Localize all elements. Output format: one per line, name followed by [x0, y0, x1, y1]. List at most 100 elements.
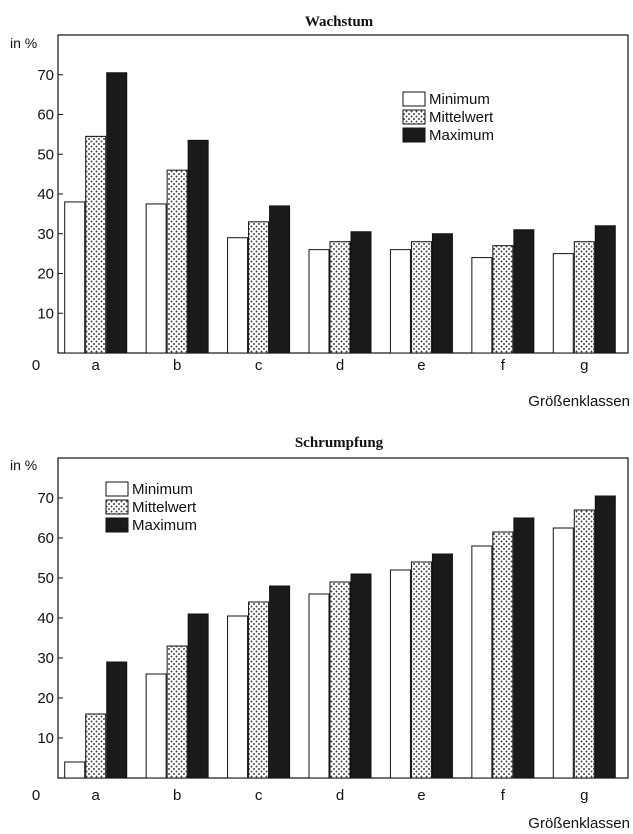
x-tick-label: g	[580, 357, 588, 374]
chart-wachstum: Wachstum in % 0 Größenklassen 10 20 30 40 50…	[10, 14, 630, 410]
x-tick-label: b	[173, 787, 181, 804]
bar-mittelwert-g	[573, 241, 595, 354]
y-tick-label: 60	[37, 107, 54, 124]
bar-maximum-c	[269, 585, 291, 779]
chart-schrumpfung: Schrumpfung in % 0 Größenklassen 10 20 30 4…	[10, 435, 630, 832]
y-tick-label: 30	[37, 226, 54, 243]
bar-mittelwert-e	[410, 561, 432, 779]
bar-mittelwert-c	[248, 221, 270, 354]
legend-label: Maximum	[429, 127, 494, 144]
x-tick-label: b	[173, 357, 181, 374]
bars	[64, 495, 616, 779]
y-tick-label: 10	[37, 730, 54, 747]
bar-minimum-d	[308, 249, 330, 354]
legend-swatch-maximum	[105, 517, 129, 533]
x-tick-label: d	[336, 357, 344, 374]
y-ticks: 10 20 30 40 50 60 70	[37, 67, 63, 322]
bar-maximum-a	[106, 72, 128, 354]
bar-minimum-e	[389, 249, 411, 354]
bars	[64, 72, 616, 354]
bar-minimum-b	[145, 673, 167, 779]
legend-swatch-maximum	[402, 127, 426, 143]
legend-label: Maximum	[132, 517, 197, 534]
y-tick-label: 20	[37, 266, 54, 283]
bar-minimum-d	[308, 593, 330, 779]
x-tick-label: c	[255, 357, 263, 374]
bar-minimum-f	[471, 257, 493, 354]
bar-minimum-g	[552, 527, 574, 779]
chart-title: Wachstum	[305, 14, 374, 30]
y-tick-label: 60	[37, 530, 54, 547]
x-tick-label: a	[92, 787, 101, 804]
y-axis-label: in %	[10, 35, 37, 51]
bar-minimum-c	[227, 237, 249, 354]
y-tick-label: 30	[37, 650, 54, 667]
x-axis-label: Größenklassen	[528, 393, 630, 410]
bar-maximum-e	[431, 233, 453, 354]
bar-mittelwert-d	[329, 241, 351, 354]
legend-label: Mittelwert	[429, 109, 494, 126]
bar-mittelwert-e	[410, 241, 432, 354]
y-tick-label: 10	[37, 305, 54, 322]
bar-mittelwert-g	[573, 509, 595, 779]
bar-minimum-a	[64, 201, 86, 354]
origin-label: 0	[32, 357, 40, 374]
bar-mittelwert-b	[166, 169, 188, 354]
legend-label: Mittelwert	[132, 499, 197, 516]
x-tick-label: e	[417, 357, 425, 374]
bar-minimum-a	[64, 761, 86, 779]
bar-maximum-b	[187, 613, 209, 779]
x-tick-label: f	[501, 787, 506, 804]
bar-maximum-d	[350, 573, 372, 779]
bar-mittelwert-c	[248, 601, 270, 779]
x-tick-label: f	[501, 357, 506, 374]
x-axis-label: Größenklassen	[528, 815, 630, 832]
bar-maximum-e	[431, 553, 453, 779]
bar-mittelwert-b	[166, 645, 188, 779]
bar-mittelwert-a	[85, 135, 107, 354]
bar-maximum-c	[269, 205, 291, 354]
bar-minimum-g	[552, 253, 574, 354]
y-axis-label: in %	[10, 457, 37, 473]
legend-swatch-minimum	[402, 91, 426, 107]
bar-minimum-b	[145, 203, 167, 354]
y-tick-label: 40	[37, 610, 54, 627]
bar-maximum-d	[350, 231, 372, 354]
legend-label: Minimum	[132, 481, 193, 498]
legend-swatch-mittelwert	[105, 499, 129, 515]
legend-swatch-minimum	[105, 481, 129, 497]
bar-minimum-c	[227, 615, 249, 779]
bar-maximum-g	[594, 225, 616, 354]
x-tick-label: e	[417, 787, 425, 804]
y-ticks: 10 20 30 40 50 60 70	[37, 490, 63, 747]
origin-label: 0	[32, 787, 40, 804]
x-tick-label: g	[580, 787, 588, 804]
bar-maximum-g	[594, 495, 616, 779]
legend-swatch-mittelwert	[402, 109, 426, 125]
bar-mittelwert-d	[329, 581, 351, 779]
y-tick-label: 50	[37, 570, 54, 587]
x-tick-label: a	[92, 357, 101, 374]
x-tick-label: c	[255, 787, 263, 804]
bar-minimum-e	[389, 569, 411, 779]
bar-maximum-a	[106, 661, 128, 779]
y-tick-label: 20	[37, 690, 54, 707]
bar-mittelwert-f	[492, 531, 514, 779]
bar-maximum-b	[187, 139, 209, 354]
x-ticks: a b c d e f g	[92, 357, 589, 374]
bar-minimum-f	[471, 545, 493, 779]
x-tick-label: d	[336, 787, 344, 804]
legend-label: Minimum	[429, 91, 490, 108]
x-ticks: a b c d e f g	[92, 787, 589, 804]
bar-mittelwert-f	[492, 245, 514, 354]
y-tick-label: 70	[37, 490, 54, 507]
y-tick-label: 70	[37, 67, 54, 84]
bar-maximum-f	[513, 229, 535, 354]
y-tick-label: 40	[37, 186, 54, 203]
y-tick-label: 50	[37, 146, 54, 163]
chart-title: Schrumpfung	[295, 435, 384, 451]
bar-maximum-f	[513, 517, 535, 779]
